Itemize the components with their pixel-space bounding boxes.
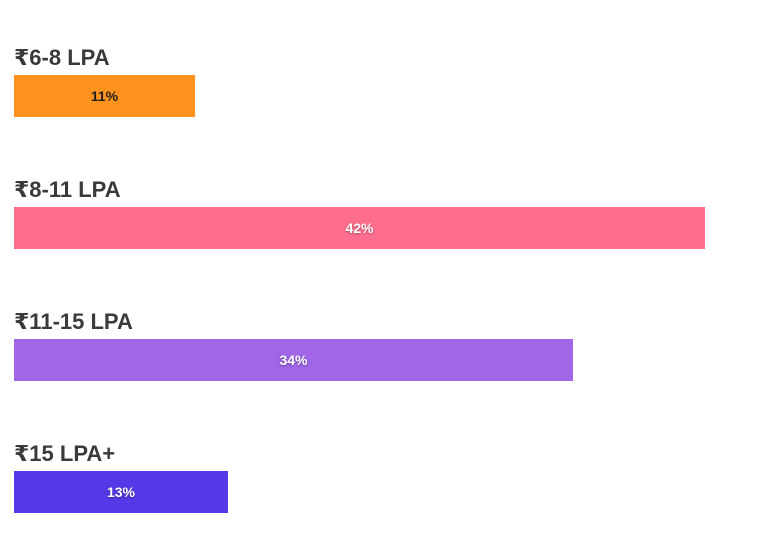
bar-row-15-lpa-plus: ₹15 LPA+ 13% — [14, 441, 754, 521]
bar-row-8-11-lpa: ₹8-11 LPA 42% — [14, 177, 754, 257]
bar-value-label: 11% — [90, 88, 119, 104]
bar-track: 13% — [14, 471, 754, 513]
bar-track: 11% — [14, 75, 754, 117]
bar: 11% — [14, 75, 195, 117]
bar: 34% — [14, 339, 573, 381]
bar-value-label: 42% — [345, 220, 374, 236]
bar: 42% — [14, 207, 705, 249]
bar-row-6-8-lpa: ₹6-8 LPA 11% — [14, 45, 754, 125]
category-label: ₹15 LPA+ — [14, 441, 116, 466]
bar-track: 34% — [14, 339, 754, 381]
bar: 13% — [14, 471, 228, 513]
bar-row-11-15-lpa: ₹11-15 LPA 34% — [14, 309, 754, 389]
category-label: ₹11-15 LPA — [14, 309, 133, 334]
category-label: ₹8-11 LPA — [14, 177, 121, 202]
bar-value-label: 13% — [106, 484, 136, 500]
bar-value-label: 34% — [279, 352, 308, 368]
bar-track: 42% — [14, 207, 754, 249]
category-label: ₹6-8 LPA — [14, 45, 110, 70]
